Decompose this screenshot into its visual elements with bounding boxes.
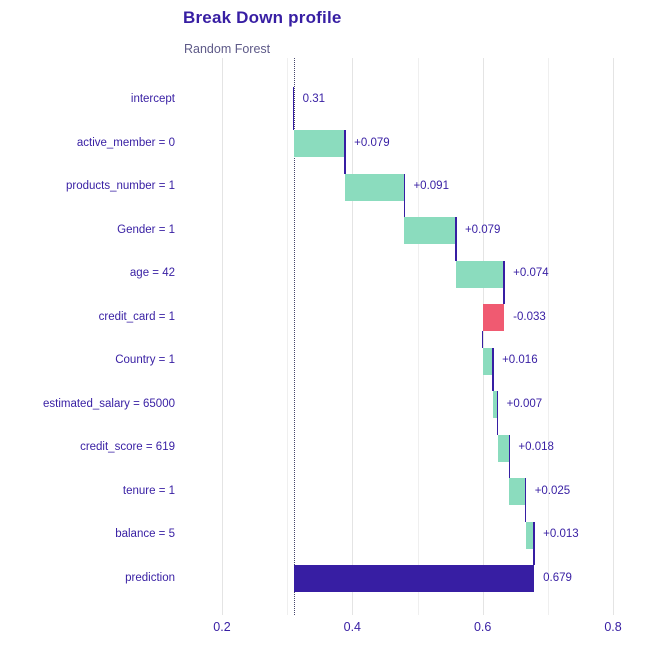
gridline-major [222, 58, 223, 615]
category-label: Gender = 1 [117, 223, 175, 236]
value-label: +0.018 [518, 441, 554, 453]
x-tick-label: 0.2 [213, 620, 231, 634]
value-label: +0.074 [513, 267, 549, 279]
value-label: +0.013 [543, 528, 579, 540]
category-label: products_number = 1 [66, 180, 175, 192]
bar-products_number [345, 173, 405, 201]
connector-line [524, 478, 527, 522]
x-tick-label: 0.6 [473, 620, 492, 634]
connector-line [533, 521, 535, 565]
value-label: +0.016 [502, 354, 538, 366]
x-tick-label: 0.8 [604, 620, 622, 634]
connector-line [481, 331, 484, 348]
value-label: +0.025 [534, 484, 571, 497]
bar-prediction [293, 565, 535, 592]
connector-line [503, 260, 505, 304]
chart-subtitle: Random Forest [184, 42, 271, 56]
gridline-major [352, 58, 354, 615]
connector-line [455, 217, 457, 261]
gridline-minor [287, 58, 289, 615]
category-label: balance = 5 [115, 528, 175, 540]
connector-line [403, 173, 406, 217]
value-label: +0.091 [413, 180, 449, 192]
value-label: +0.007 [506, 397, 543, 410]
intercept-reference-line [293, 58, 295, 615]
gridline-major [613, 58, 615, 615]
value-label: 0.31 [302, 93, 326, 105]
value-label: 0.679 [543, 571, 572, 584]
category-label: credit_score = 619 [80, 441, 175, 453]
bar-tenure [509, 478, 526, 505]
connector-line [508, 434, 511, 478]
category-label: credit_card = 1 [98, 310, 175, 323]
bar-age [455, 260, 505, 288]
connector-line [496, 391, 499, 435]
bar-estimated_salary [493, 391, 498, 418]
y-axis-labels: intercept active_member = 0 products_numbe… [0, 58, 175, 615]
connector-line [344, 130, 346, 174]
x-axis-labels: 0.2 0.4 0.6 0.8 [0, 620, 664, 640]
category-label: active_member = 0 [76, 136, 175, 149]
category-label: age = 42 [129, 267, 175, 279]
gridline-minor [417, 58, 419, 615]
connector-line [292, 86, 295, 130]
chart-title: Break Down profile [183, 8, 342, 27]
gridline-minor [547, 58, 549, 615]
value-label: +0.079 [354, 136, 390, 149]
x-tick-label: 0.4 [343, 620, 362, 634]
connector-line [492, 347, 494, 391]
bar-credit_card [482, 304, 505, 331]
plot-panel: 0.31 +0.079 +0.091 +0.079 +0.074 -0.033 +0.016… [185, 58, 656, 615]
value-label: +0.079 [464, 223, 501, 236]
bar-active_member [293, 130, 346, 157]
bar-Country [482, 347, 494, 375]
category-label: Country = 1 [115, 354, 175, 366]
category-label: intercept [130, 93, 175, 105]
category-label: prediction [125, 571, 175, 584]
category-label: tenure = 1 [122, 484, 175, 497]
value-label: -0.033 [513, 310, 546, 323]
bar-credit_score [497, 434, 510, 462]
bar-balance [525, 521, 535, 549]
bar-Gender [404, 217, 456, 244]
category-label: estimated_salary = 65000 [42, 397, 175, 410]
